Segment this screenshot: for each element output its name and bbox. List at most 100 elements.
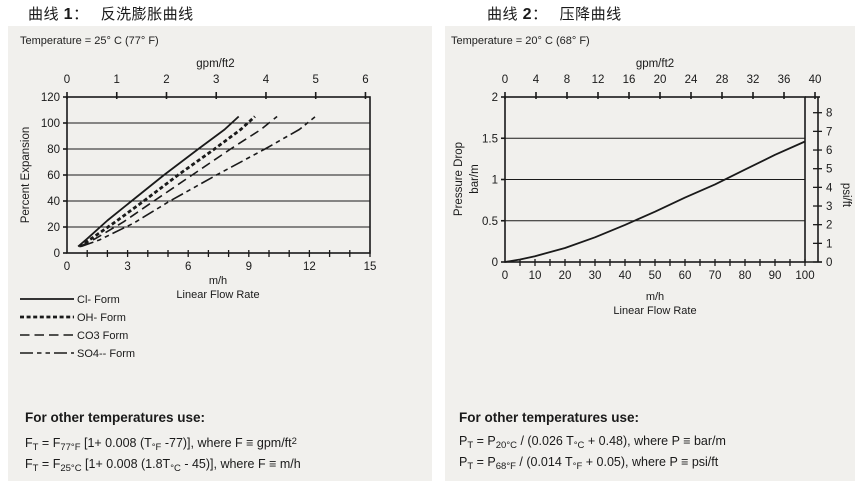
svg-text:120: 120 (41, 92, 60, 104)
svg-text:0: 0 (64, 261, 70, 273)
curve2-title-name: 压降曲线 (559, 6, 622, 23)
svg-text:16: 16 (623, 74, 636, 86)
svg-text:6: 6 (362, 74, 368, 86)
curve2-title: 曲线 2： 压降曲线 (487, 3, 622, 24)
svg-text:50: 50 (649, 270, 662, 282)
temperature-formula-heading: For other temperatures use: (459, 410, 640, 425)
svg-text:gpm/ft2: gpm/ft2 (196, 58, 234, 70)
svg-text:12: 12 (592, 74, 605, 86)
series-cl-form (77, 115, 240, 248)
svg-text:0: 0 (492, 257, 498, 269)
svg-text:20: 20 (654, 74, 667, 86)
svg-text:80: 80 (47, 144, 60, 156)
formula-line: FT = F77°F [1+ 0.008 (T°F -77)], where F… (25, 436, 297, 453)
svg-text:80: 80 (739, 270, 752, 282)
svg-text:1: 1 (492, 175, 498, 187)
right-footer: For other temperatures use: PT = P20°C /… (459, 410, 726, 475)
svg-text:28: 28 (716, 74, 729, 86)
svg-text:0: 0 (826, 257, 832, 269)
svg-text:OH- Form: OH- Form (77, 312, 126, 324)
svg-text:9: 9 (246, 261, 252, 273)
svg-text:Pressure Drop: Pressure Drop (453, 142, 465, 216)
curve2-title-number: 2 (522, 6, 533, 23)
svg-text:12: 12 (303, 261, 316, 273)
svg-text:4: 4 (826, 182, 833, 194)
svg-text:4: 4 (533, 74, 540, 86)
curve2-title-pre: 曲线 (487, 6, 523, 23)
series-co3-form (79, 115, 278, 248)
svg-text:m/h: m/h (646, 291, 664, 303)
curve1-title-number: 1 (63, 6, 74, 23)
series-pressure-drop (504, 140, 806, 263)
left-footer: For other temperatures use: FT = F77°F [… (25, 410, 301, 477)
curve1-title-name: 反洗膨胀曲线 (100, 6, 194, 23)
svg-text:1: 1 (114, 74, 120, 86)
svg-text:100: 100 (41, 118, 60, 130)
svg-text:70: 70 (709, 270, 722, 282)
svg-text:4: 4 (263, 74, 270, 86)
svg-text:psi/ft: psi/ft (840, 183, 852, 208)
svg-text:6: 6 (826, 145, 832, 157)
formula-line: PT = P20°C / (0.026 T°C + 0.48), where P… (459, 434, 726, 451)
curve1-title-colon: ： (73, 6, 89, 23)
svg-text:20: 20 (559, 270, 572, 282)
svg-text:gpm/ft2: gpm/ft2 (636, 58, 674, 70)
curve1-title: 曲线 1： 反洗膨胀曲线 (28, 3, 194, 24)
svg-text:20: 20 (47, 222, 60, 234)
svg-text:32: 32 (747, 74, 760, 86)
formula-line: PT = P68°F / (0.014 T°F + 0.05), where P… (459, 455, 719, 472)
svg-text:40: 40 (619, 270, 632, 282)
svg-text:6: 6 (185, 261, 191, 273)
svg-text:5: 5 (826, 164, 832, 176)
svg-text:40: 40 (809, 74, 822, 86)
svg-text:0: 0 (64, 74, 70, 86)
svg-text:8: 8 (564, 74, 570, 86)
svg-text:1.5: 1.5 (482, 133, 498, 145)
svg-text:bar/m: bar/m (469, 164, 481, 193)
svg-text:3: 3 (826, 201, 832, 213)
svg-text:60: 60 (47, 170, 60, 182)
svg-text:Cl- Form: Cl- Form (77, 294, 120, 306)
svg-text:60: 60 (679, 270, 692, 282)
svg-text:8: 8 (826, 108, 832, 120)
series-so4-form (80, 115, 317, 248)
svg-text:0.5: 0.5 (482, 216, 498, 228)
svg-text:3: 3 (124, 261, 130, 273)
svg-text:3: 3 (213, 74, 219, 86)
right-chart-panel: Temperature = 20° C (68° F) gpm/ft2 0 4 8 12… (445, 26, 855, 481)
svg-text:2: 2 (163, 74, 169, 86)
svg-text:CO3 Form: CO3 Form (77, 330, 128, 342)
curve2-title-colon: ： (532, 6, 548, 23)
svg-text:2: 2 (826, 220, 832, 232)
temperature-label: Temperature = 25° C (77° F) (20, 35, 159, 47)
svg-text:24: 24 (685, 74, 698, 86)
svg-text:5: 5 (313, 74, 319, 86)
svg-text:m/h: m/h (209, 275, 227, 287)
svg-text:Linear Flow Rate: Linear Flow Rate (613, 305, 696, 317)
svg-text:36: 36 (778, 74, 791, 86)
svg-text:Linear Flow Rate: Linear Flow Rate (176, 289, 259, 301)
svg-text:15: 15 (364, 261, 377, 273)
svg-text:0: 0 (502, 270, 508, 282)
curve1-title-pre: 曲线 (28, 6, 64, 23)
svg-text:90: 90 (769, 270, 782, 282)
svg-text:0: 0 (54, 248, 60, 260)
svg-text:0: 0 (502, 74, 508, 86)
svg-text:100: 100 (795, 270, 814, 282)
formula-line: FT = F25°C [1+ 0.008 (1.8T°C - 45)], whe… (25, 457, 301, 474)
svg-text:Percent Expansion: Percent Expansion (20, 127, 32, 224)
left-chart-panel: Temperature = 25° C (77° F) gpm/ft2 0 1 2 3 4… (8, 26, 432, 481)
svg-text:7: 7 (826, 126, 832, 138)
svg-text:40: 40 (47, 196, 60, 208)
temperature-formula-heading: For other temperatures use: (25, 410, 206, 425)
svg-text:10: 10 (529, 270, 542, 282)
svg-text:30: 30 (589, 270, 602, 282)
temperature-label: Temperature = 20° C (68° F) (451, 35, 590, 47)
series-oh-form (78, 115, 256, 248)
svg-text:2: 2 (492, 92, 498, 104)
